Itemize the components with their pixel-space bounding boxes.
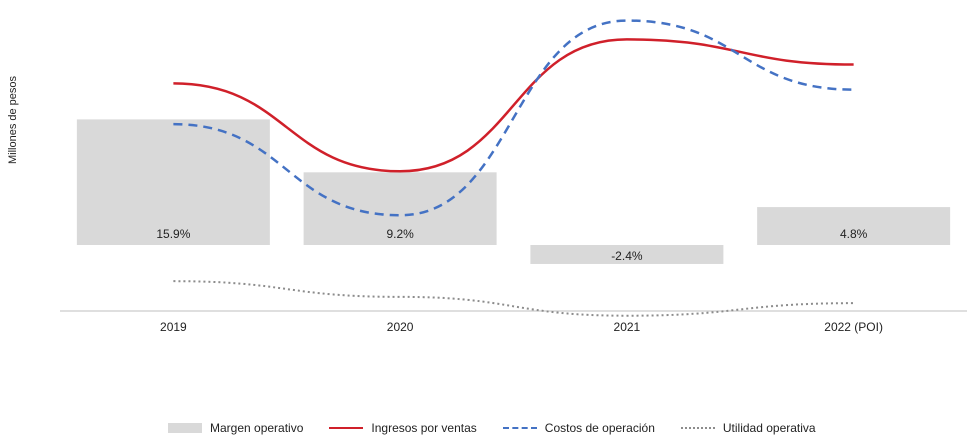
y-axis-title: Millones de pesos [6, 40, 20, 200]
bar-margen-4 [757, 207, 951, 245]
bar-margen-3 [530, 245, 724, 264]
x-tick-label-2: 2020 [387, 320, 414, 334]
y-axis-title-text: Millones de pesos [7, 75, 19, 165]
x-tick-label-4: 2022 (POI) [824, 320, 883, 334]
bar-data-labels: 15.9% 9.2% -2.4% 4.8% [156, 227, 867, 263]
legend-item-margen: Margen operativo [168, 421, 303, 435]
bar-label-4: 4.8% [840, 227, 868, 241]
bar-margen-1 [76, 119, 270, 245]
legend-swatch-margen [168, 423, 202, 433]
legend-label-costos: Costos de operación [544, 421, 655, 435]
chart-canvas: 15.9% 9.2% -2.4% 4.8% 2019 2020 2021 2022 (POI… [60, 19, 967, 334]
legend-label-ingresos: Ingresos por ventas [371, 421, 477, 435]
legend-item-utilidad: Utilidad operativa [680, 421, 816, 435]
x-axis-tick-labels: 2019 2020 2021 2022 (POI) [160, 320, 883, 334]
bar-label-3: -2.4% [611, 249, 643, 263]
legend: Margen operativo Ingresos por ventas Cos… [168, 420, 842, 436]
line-ingresos-por-ventas [173, 38, 854, 173]
legend-label-utilidad: Utilidad operativa [722, 421, 816, 435]
line-utilidad-operativa [173, 280, 854, 317]
legend-label-margen: Margen operativo [210, 421, 304, 435]
bar-label-2: 9.2% [386, 227, 414, 241]
x-tick-label-1: 2019 [160, 320, 187, 334]
legend-swatch-utilidad [680, 427, 715, 429]
bar-label-1: 15.9% [156, 227, 190, 241]
bar-margen-2 [303, 172, 497, 245]
legend-item-costos: Costos de operación [502, 421, 655, 435]
line-costos-de-operaci-n [173, 19, 854, 217]
bar-series-margen-operativo [76, 119, 951, 264]
legend-item-ingresos: Ingresos por ventas [329, 421, 477, 435]
legend-swatch-costos [502, 427, 537, 429]
x-tick-label-3: 2021 [614, 320, 641, 334]
legend-swatch-ingresos [329, 427, 364, 429]
line-series-group [173, 19, 854, 317]
